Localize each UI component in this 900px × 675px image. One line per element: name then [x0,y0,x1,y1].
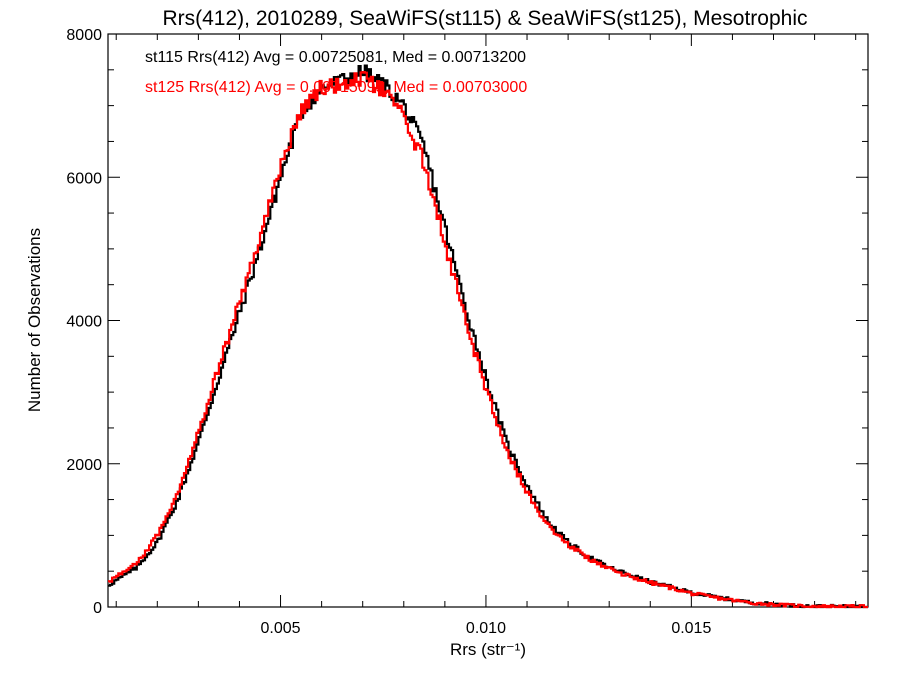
axis-ticks [108,33,868,608]
series-line-st125 [108,71,868,609]
x-tick-label: 0.005 [261,620,301,637]
series-line-st115 [108,64,868,609]
y-tick-label: 6000 [66,170,102,187]
legend-st115: st115 Rrs(412) Avg = 0.00725081, Med = 0… [145,49,526,66]
y-axis-label: Number of Observations [25,228,44,412]
x-axis-label: Rrs (str⁻¹) [450,640,526,659]
legend-st125: st125 Rrs(412) Avg = 0.00715095, Med = 0… [145,79,527,96]
x-tick-label: 0.010 [466,620,506,637]
x-tick-label: 0.015 [671,620,711,637]
chart-title: Rrs(412), 2010289, SeaWiFS(st115) & SeaW… [162,7,807,30]
plot-frame [107,33,869,608]
axis-tick-labels: 0 2000 4000 6000 8000 0.005 0.010 0.015 [66,27,711,637]
y-tick-label: 0 [93,600,102,617]
y-tick-label: 4000 [66,314,102,331]
y-tick-label: 2000 [66,457,102,474]
y-tick-label: 8000 [66,27,102,44]
series-layer [108,64,868,609]
